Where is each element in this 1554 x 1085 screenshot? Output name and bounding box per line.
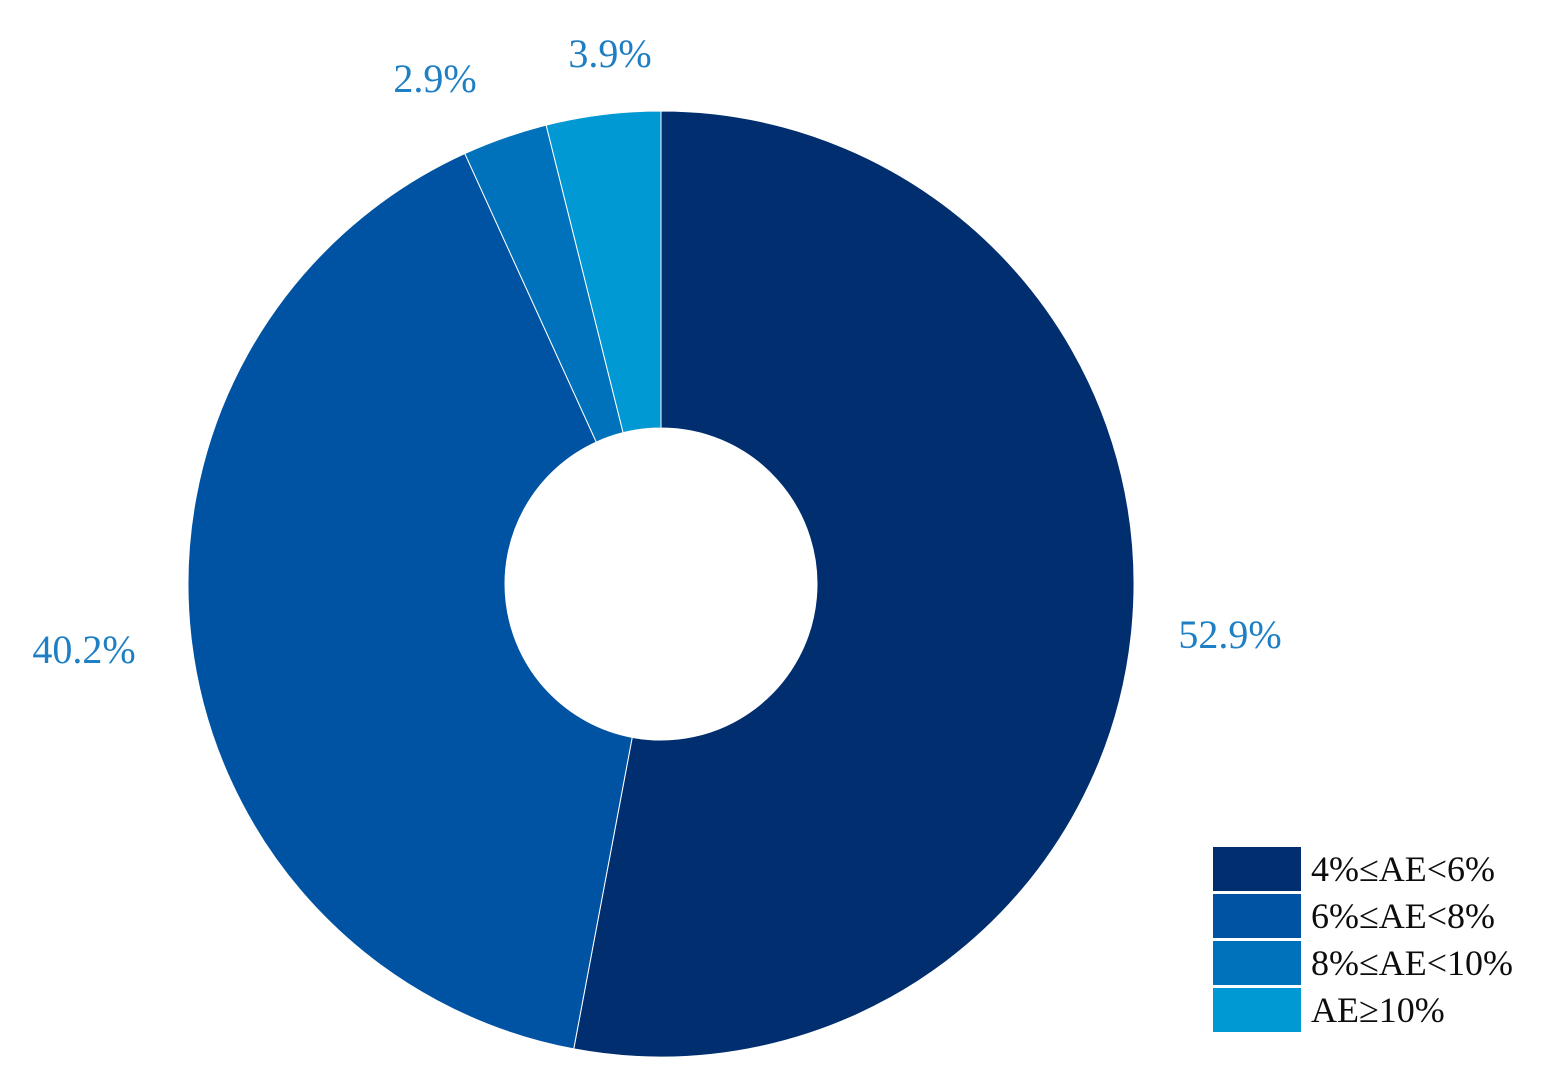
data-label-2: 40.2% bbox=[32, 627, 135, 672]
legend-label-4: AE≥10% bbox=[1311, 990, 1445, 1030]
legend-label-2: 6%≤AE<8% bbox=[1311, 896, 1495, 936]
data-label-1: 52.9% bbox=[1178, 612, 1281, 657]
data-label-3: 2.9% bbox=[393, 56, 476, 101]
donut-slice-1 bbox=[573, 110, 1135, 1058]
donut-slice-2 bbox=[187, 152, 633, 1050]
legend-swatch-3 bbox=[1213, 941, 1301, 985]
legend-label-1: 4%≤AE<6% bbox=[1311, 849, 1495, 889]
donut-slices bbox=[187, 110, 1135, 1058]
legend-swatch-4 bbox=[1213, 988, 1301, 1032]
legend: 4%≤AE<6% 6%≤AE<8% 8%≤AE<10% AE≥10% bbox=[1213, 847, 1513, 1032]
data-label-4: 3.9% bbox=[568, 31, 651, 76]
legend-swatch-1 bbox=[1213, 847, 1301, 891]
legend-label-3: 8%≤AE<10% bbox=[1311, 943, 1513, 983]
donut-slice-4 bbox=[545, 110, 662, 434]
legend-swatch-2 bbox=[1213, 894, 1301, 938]
data-labels: 52.9% 40.2% 2.9% 3.9% bbox=[32, 31, 1281, 672]
